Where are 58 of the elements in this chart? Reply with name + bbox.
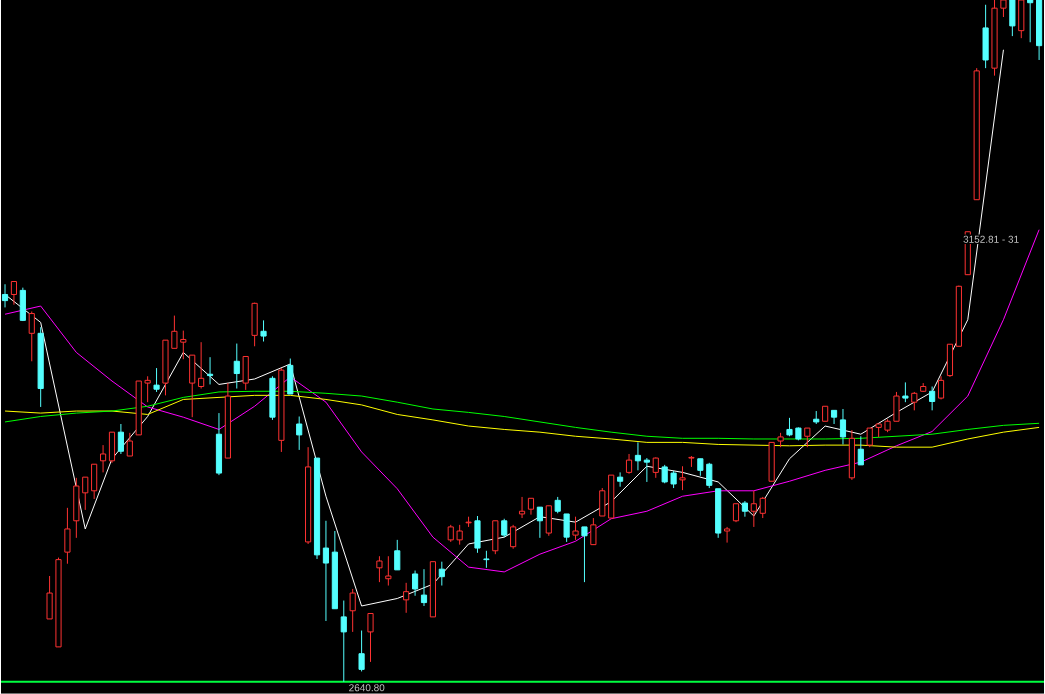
candlestick: [349, 588, 356, 633]
candlestick: [64, 507, 71, 565]
candlestick: [358, 630, 365, 673]
candlestick: [510, 524, 517, 550]
candlestick: [385, 555, 392, 587]
candlestick: [643, 457, 650, 483]
candlestick: [839, 408, 847, 446]
candlestick: [260, 320, 267, 343]
candlestick: [501, 518, 508, 538]
candlestick: [617, 472, 624, 488]
candlestick: [581, 526, 588, 583]
candlestick: [750, 490, 757, 528]
candlestick: [412, 570, 419, 597]
candlestick: [144, 375, 151, 403]
candlestick: [171, 315, 178, 349]
candlestick: [233, 343, 240, 390]
candlestick: [857, 435, 864, 466]
candlestick: [563, 513, 570, 543]
candlestick: [929, 386, 936, 412]
candlestick: [198, 341, 205, 390]
candlestick: [724, 526, 731, 544]
candlestick: [10, 281, 18, 306]
candlestick: [420, 568, 428, 607]
candlestick: [403, 582, 410, 614]
candlestick: [902, 382, 909, 403]
candlestick: [590, 517, 597, 546]
candlestick: [340, 600, 347, 683]
candlestick: [572, 516, 579, 541]
candlestick: [536, 506, 543, 539]
candlestick: [706, 462, 713, 489]
candlestick: [456, 524, 463, 546]
candlestick: [367, 613, 374, 663]
candlestick: [759, 496, 766, 519]
candlestick: [625, 453, 633, 475]
candlestick: [652, 457, 659, 479]
candlestick: [99, 444, 107, 474]
candlestick: [322, 520, 330, 622]
candlestick: [180, 330, 187, 360]
annotation: 3152.81 - 31: [963, 235, 1019, 243]
candlestick: [117, 423, 124, 455]
candlestick: [438, 561, 445, 587]
candlestick: [732, 503, 740, 523]
candlestick: [679, 465, 686, 491]
candlestick: [126, 432, 133, 457]
candlestick: [28, 311, 35, 362]
candlestick: [394, 539, 401, 571]
candlestick: [804, 427, 811, 448]
candlestick: [153, 367, 160, 393]
candlestick: [518, 496, 526, 519]
candlestick: [1, 283, 9, 309]
candlestick: [1027, 0, 1034, 43]
candlestick: [296, 416, 303, 451]
candlestick: [866, 427, 873, 448]
text: 2640.80: [349, 684, 385, 692]
candlestick: [911, 391, 918, 412]
candlestick: [376, 555, 383, 583]
candlestick: [82, 476, 89, 511]
candlestick: [634, 442, 642, 472]
